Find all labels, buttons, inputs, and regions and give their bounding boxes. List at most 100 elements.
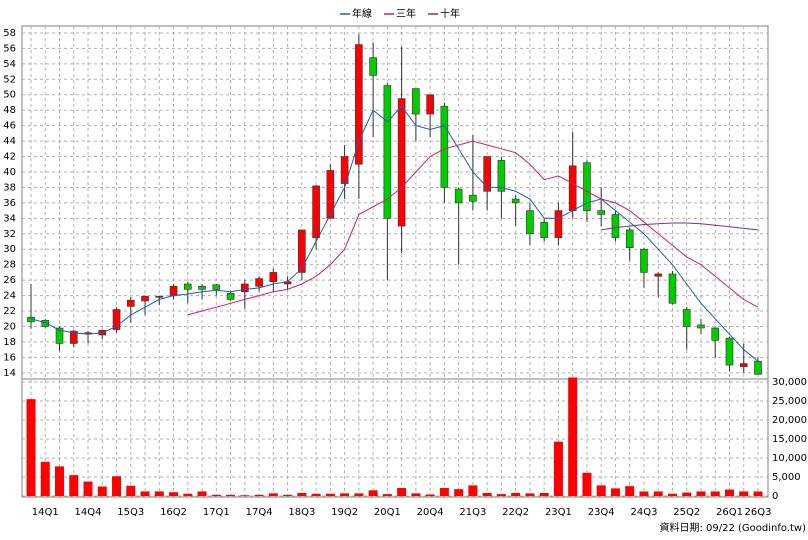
legend-label: 三年 xyxy=(396,7,416,20)
volume-bar xyxy=(368,490,378,496)
candle-body xyxy=(497,160,506,192)
candle-body xyxy=(112,309,121,330)
volume-bar xyxy=(425,494,435,496)
candle-body xyxy=(126,299,135,307)
x-tick-label: 23Q1 xyxy=(545,507,572,518)
candle-body xyxy=(454,188,463,204)
candle-body xyxy=(212,284,221,290)
volume-bar xyxy=(169,492,179,496)
x-tick-label: 22Q2 xyxy=(502,507,529,518)
candle-body xyxy=(355,44,363,165)
x-tick-label: 15Q3 xyxy=(117,507,144,518)
y-tick-label: 40 xyxy=(3,167,16,178)
x-tick-label: 20Q1 xyxy=(374,507,401,518)
volume-bar xyxy=(240,495,250,496)
y-tick-label: 24 xyxy=(3,291,16,302)
volume-bar xyxy=(710,491,720,496)
volume-bar xyxy=(226,494,236,496)
volume-bar xyxy=(482,492,492,496)
candle-body xyxy=(184,283,192,290)
y-tick-label: 22 xyxy=(3,306,16,317)
y-tick-label: 50 xyxy=(3,90,16,101)
candle-body xyxy=(540,221,548,238)
volume-tick-label: 0 xyxy=(772,491,778,502)
volume-bar xyxy=(140,491,150,496)
volume-panel xyxy=(21,378,769,498)
y-tick-label: 56 xyxy=(3,43,16,54)
y-tick-label: 36 xyxy=(3,198,16,209)
y-tick-label: 48 xyxy=(3,105,16,116)
volume-bar xyxy=(197,491,207,496)
candle-body xyxy=(326,170,335,219)
volume-bar xyxy=(211,494,221,496)
candle-body xyxy=(725,337,734,366)
volume-tick-label: 10,000 xyxy=(772,453,807,464)
candle-body xyxy=(611,214,620,238)
volume-bar xyxy=(596,485,606,496)
x-tick-label: 25Q2 xyxy=(673,507,700,518)
x-tick-label: 24Q3 xyxy=(630,507,657,518)
source-note: 資料日期: 09/22 (Goodinfo.tw) xyxy=(659,521,806,534)
candle-body xyxy=(568,165,577,211)
candle-body xyxy=(526,210,534,235)
volume-bar xyxy=(69,475,79,496)
y-tick-label: 38 xyxy=(3,182,16,193)
candle-body xyxy=(383,85,392,219)
volume-bar xyxy=(411,493,421,496)
y-tick-label: 58 xyxy=(3,28,16,39)
volume-bar xyxy=(340,493,350,496)
candle-body xyxy=(597,210,605,215)
candle-body xyxy=(625,229,634,248)
volume-bar xyxy=(311,493,321,496)
x-tick-label: 26Q1 xyxy=(716,507,743,518)
volume-bar xyxy=(183,493,193,496)
candle-body xyxy=(469,194,477,202)
volume-bar xyxy=(511,492,521,496)
volume-bar xyxy=(539,492,549,496)
y-tick-label: 30 xyxy=(3,244,16,255)
volume-bar xyxy=(625,486,635,496)
x-tick-label: 26Q3 xyxy=(745,507,772,518)
volume-bar xyxy=(283,494,293,496)
volume-tick-label: 20,000 xyxy=(772,415,807,426)
x-tick-label: 20Q4 xyxy=(417,507,444,518)
candle-body xyxy=(426,94,434,115)
candle-body xyxy=(226,292,235,300)
candle-body xyxy=(440,106,449,188)
x-tick-label: 14Q1 xyxy=(32,507,59,518)
candle-body xyxy=(55,327,64,344)
volume-bar xyxy=(496,494,506,496)
volume-bar xyxy=(112,476,122,496)
volume-tick-label: 5,000 xyxy=(772,472,801,483)
y-tick-label: 18 xyxy=(3,337,16,348)
y-tick-label: 34 xyxy=(3,213,16,224)
candle-body xyxy=(654,273,663,277)
volume-tick-label: 25,000 xyxy=(772,396,807,407)
volume-bar xyxy=(667,493,677,496)
candle-body xyxy=(412,88,420,115)
x-tick-label: 17Q1 xyxy=(203,507,230,518)
y-tick-label: 14 xyxy=(3,368,16,379)
volume-bar xyxy=(26,399,36,496)
candle-body xyxy=(754,360,762,375)
legend-label: 十年 xyxy=(440,7,460,20)
candle-body xyxy=(41,319,50,327)
volume-bar xyxy=(553,441,563,496)
volume-bar xyxy=(724,489,734,496)
x-tick-label: 16Q2 xyxy=(160,507,187,518)
candle-body xyxy=(141,296,149,302)
y-tick-label: 52 xyxy=(3,74,16,85)
candle-body xyxy=(682,309,691,327)
y-tick-label: 54 xyxy=(3,59,16,70)
volume-bar xyxy=(525,493,535,496)
y-tick-label: 28 xyxy=(3,260,16,271)
x-tick-label: 21Q3 xyxy=(459,507,486,518)
candle-body xyxy=(69,330,78,344)
volume-bar xyxy=(696,491,706,496)
volume-tick-label: 30,000 xyxy=(772,377,807,388)
volume-bar xyxy=(83,481,93,496)
volume-bar xyxy=(254,494,264,496)
volume-bar xyxy=(568,377,578,496)
volume-bar xyxy=(582,472,592,496)
volume-bar xyxy=(126,485,136,496)
